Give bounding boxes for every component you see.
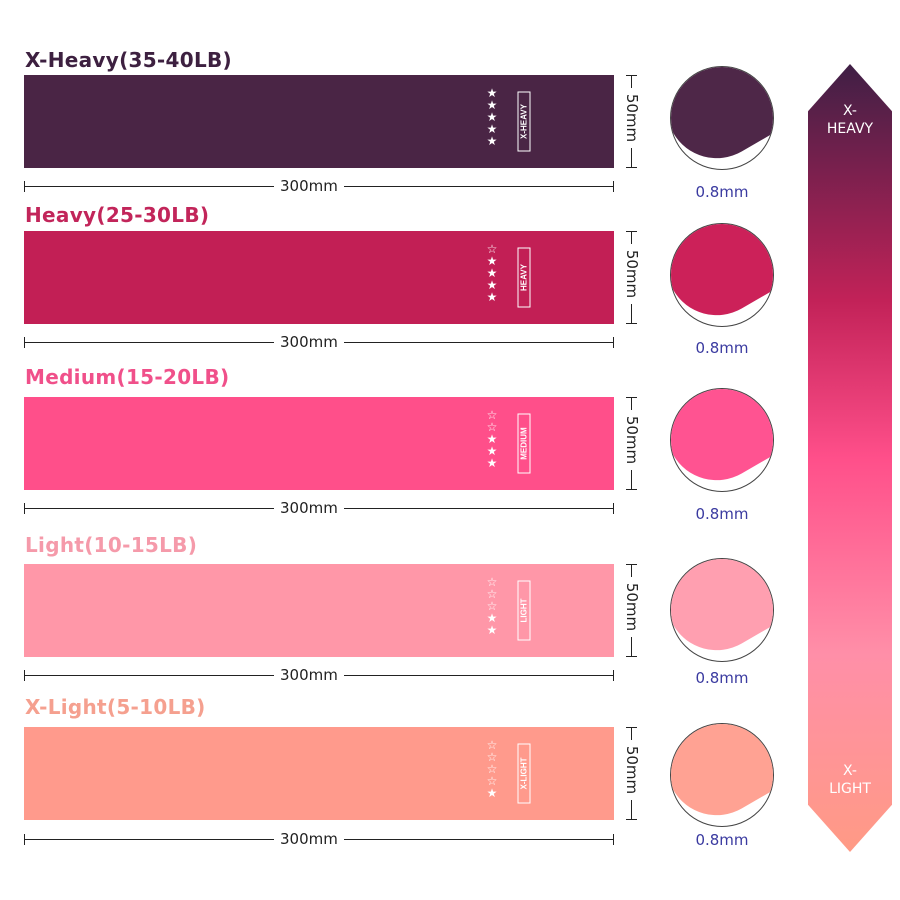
thickness-label: 0.8mm [695, 831, 749, 849]
star-rating: ☆ ☆ ★ ★ ★ [486, 409, 498, 469]
thickness-closeup [670, 388, 774, 492]
height-dimension: 50mm [622, 564, 642, 657]
level-label: HEAVY [517, 247, 531, 308]
band-title: Light(10-15LB) [25, 533, 198, 557]
resistance-band: ☆ ☆ ☆ ★ ★ LIGHT [24, 564, 614, 657]
resistance-band: ☆ ☆ ☆ ☆ ★ X-LIGHT [24, 727, 614, 820]
band-title: Heavy(25-30LB) [25, 203, 210, 227]
band-title: X-Heavy(35-40LB) [25, 48, 232, 72]
empty-star-icon: ☆ [486, 750, 498, 764]
empty-star-icon: ☆ [486, 599, 498, 613]
star-icon: ★ [486, 98, 498, 112]
star-icon: ★ [486, 444, 498, 458]
empty-star-icon: ☆ [486, 575, 498, 589]
band-title: Medium(15-20LB) [25, 365, 230, 389]
level-label: MEDIUM [517, 413, 531, 474]
star-icon: ★ [486, 110, 498, 124]
resistance-band: ☆ ★ ★ ★ ★ HEAVY [24, 231, 614, 324]
level-label: X-HEAVY [517, 91, 531, 152]
scale-top-label: X- HEAVY [826, 103, 874, 137]
band-title: X-Light(5-10LB) [25, 695, 206, 719]
height-dimension: 50mm [622, 75, 642, 168]
star-icon: ★ [486, 456, 498, 470]
height-dimension: 50mm [622, 231, 642, 324]
empty-star-icon: ☆ [486, 420, 498, 434]
star-icon: ★ [486, 266, 498, 280]
star-rating: ☆ ☆ ☆ ★ ★ [486, 576, 498, 636]
width-dimension: 300mm [24, 177, 614, 195]
thickness-closeup [670, 558, 774, 662]
star-icon: ★ [486, 290, 498, 304]
empty-star-icon: ☆ [486, 587, 498, 601]
empty-star-icon: ☆ [486, 242, 498, 256]
star-icon: ★ [486, 122, 498, 136]
star-icon: ★ [486, 86, 498, 100]
star-icon: ★ [486, 611, 498, 625]
width-dimension: 300mm [24, 666, 614, 684]
thickness-label: 0.8mm [695, 339, 749, 357]
thickness-closeup [670, 66, 774, 170]
star-icon: ★ [486, 254, 498, 268]
height-dimension: 50mm [622, 397, 642, 490]
star-icon: ★ [486, 432, 498, 446]
empty-star-icon: ☆ [486, 762, 498, 776]
resistance-band: ★ ★ ★ ★ ★ X-HEAVY [24, 75, 614, 168]
empty-star-icon: ☆ [486, 774, 498, 788]
thickness-label: 0.8mm [695, 669, 749, 687]
width-dimension: 300mm [24, 499, 614, 517]
star-icon: ★ [486, 134, 498, 148]
star-rating: ★ ★ ★ ★ ★ [486, 87, 498, 147]
level-label: LIGHT [517, 580, 531, 641]
level-label: X-LIGHT [517, 743, 531, 804]
height-dimension: 50mm [622, 727, 642, 820]
star-icon: ★ [486, 623, 498, 637]
intensity-scale-arrow: X- HEAVY X- LIGHT [808, 64, 892, 852]
resistance-band: ☆ ☆ ★ ★ ★ MEDIUM [24, 397, 614, 490]
thickness-label: 0.8mm [695, 505, 749, 523]
width-dimension: 300mm [24, 830, 614, 848]
thickness-label: 0.8mm [695, 183, 749, 201]
empty-star-icon: ☆ [486, 738, 498, 752]
star-rating: ☆ ☆ ☆ ☆ ★ [486, 739, 498, 799]
thickness-closeup [670, 223, 774, 327]
scale-bottom-label: X- LIGHT [829, 763, 871, 797]
star-icon: ★ [486, 278, 498, 292]
star-rating: ☆ ★ ★ ★ ★ [486, 243, 498, 303]
empty-star-icon: ☆ [486, 408, 498, 422]
thickness-closeup [670, 723, 774, 827]
width-dimension: 300mm [24, 333, 614, 351]
star-icon: ★ [486, 786, 498, 800]
